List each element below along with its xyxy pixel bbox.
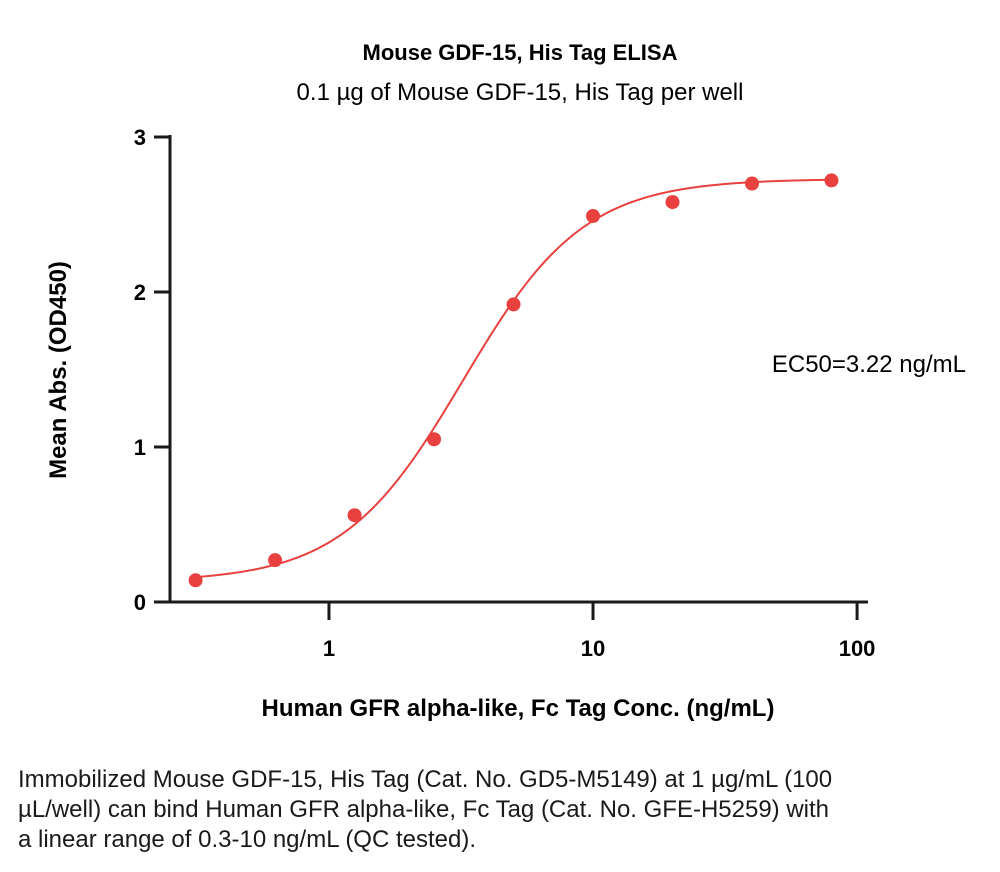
x-tick-label: 10 (581, 636, 605, 661)
x-tick-label: 1 (323, 636, 335, 661)
data-point (586, 209, 601, 224)
fit-curve-layer (195, 178, 832, 579)
chart-subtitle: 0.1 µg of Mouse GDF-15, His Tag per well (297, 79, 744, 106)
data-point (824, 173, 839, 188)
x-axis-label: Human GFR alpha-like, Fc Tag Conc. (ng/m… (262, 695, 775, 722)
y-tick-label: 1 (134, 435, 146, 460)
y-tick-label: 3 (134, 125, 146, 150)
data-point (427, 432, 442, 447)
x-tick-label: 100 (839, 636, 876, 661)
data-point (665, 195, 680, 210)
data-point (744, 176, 759, 191)
fit-curve (195, 178, 832, 579)
y-tick-label: 0 (134, 590, 146, 615)
data-point (506, 297, 521, 312)
ec50-annotation: EC50=3.22 ng/mL (772, 351, 966, 378)
data-point (188, 573, 203, 588)
data-points-layer (188, 173, 839, 588)
axes: 0 1 2 3 1 10 100 (134, 125, 876, 661)
data-point (268, 553, 283, 568)
elisa-chart: Mouse GDF-15, His Tag ELISA 0.1 µg of Mo… (45, 40, 966, 722)
y-tick-label: 2 (134, 280, 146, 305)
chart-title: Mouse GDF-15, His Tag ELISA (363, 40, 678, 65)
figure-caption: Immobilized Mouse GDF-15, His Tag (Cat. … (18, 766, 833, 853)
y-axis-label: Mean Abs. (OD450) (45, 261, 72, 479)
data-point (347, 508, 362, 523)
